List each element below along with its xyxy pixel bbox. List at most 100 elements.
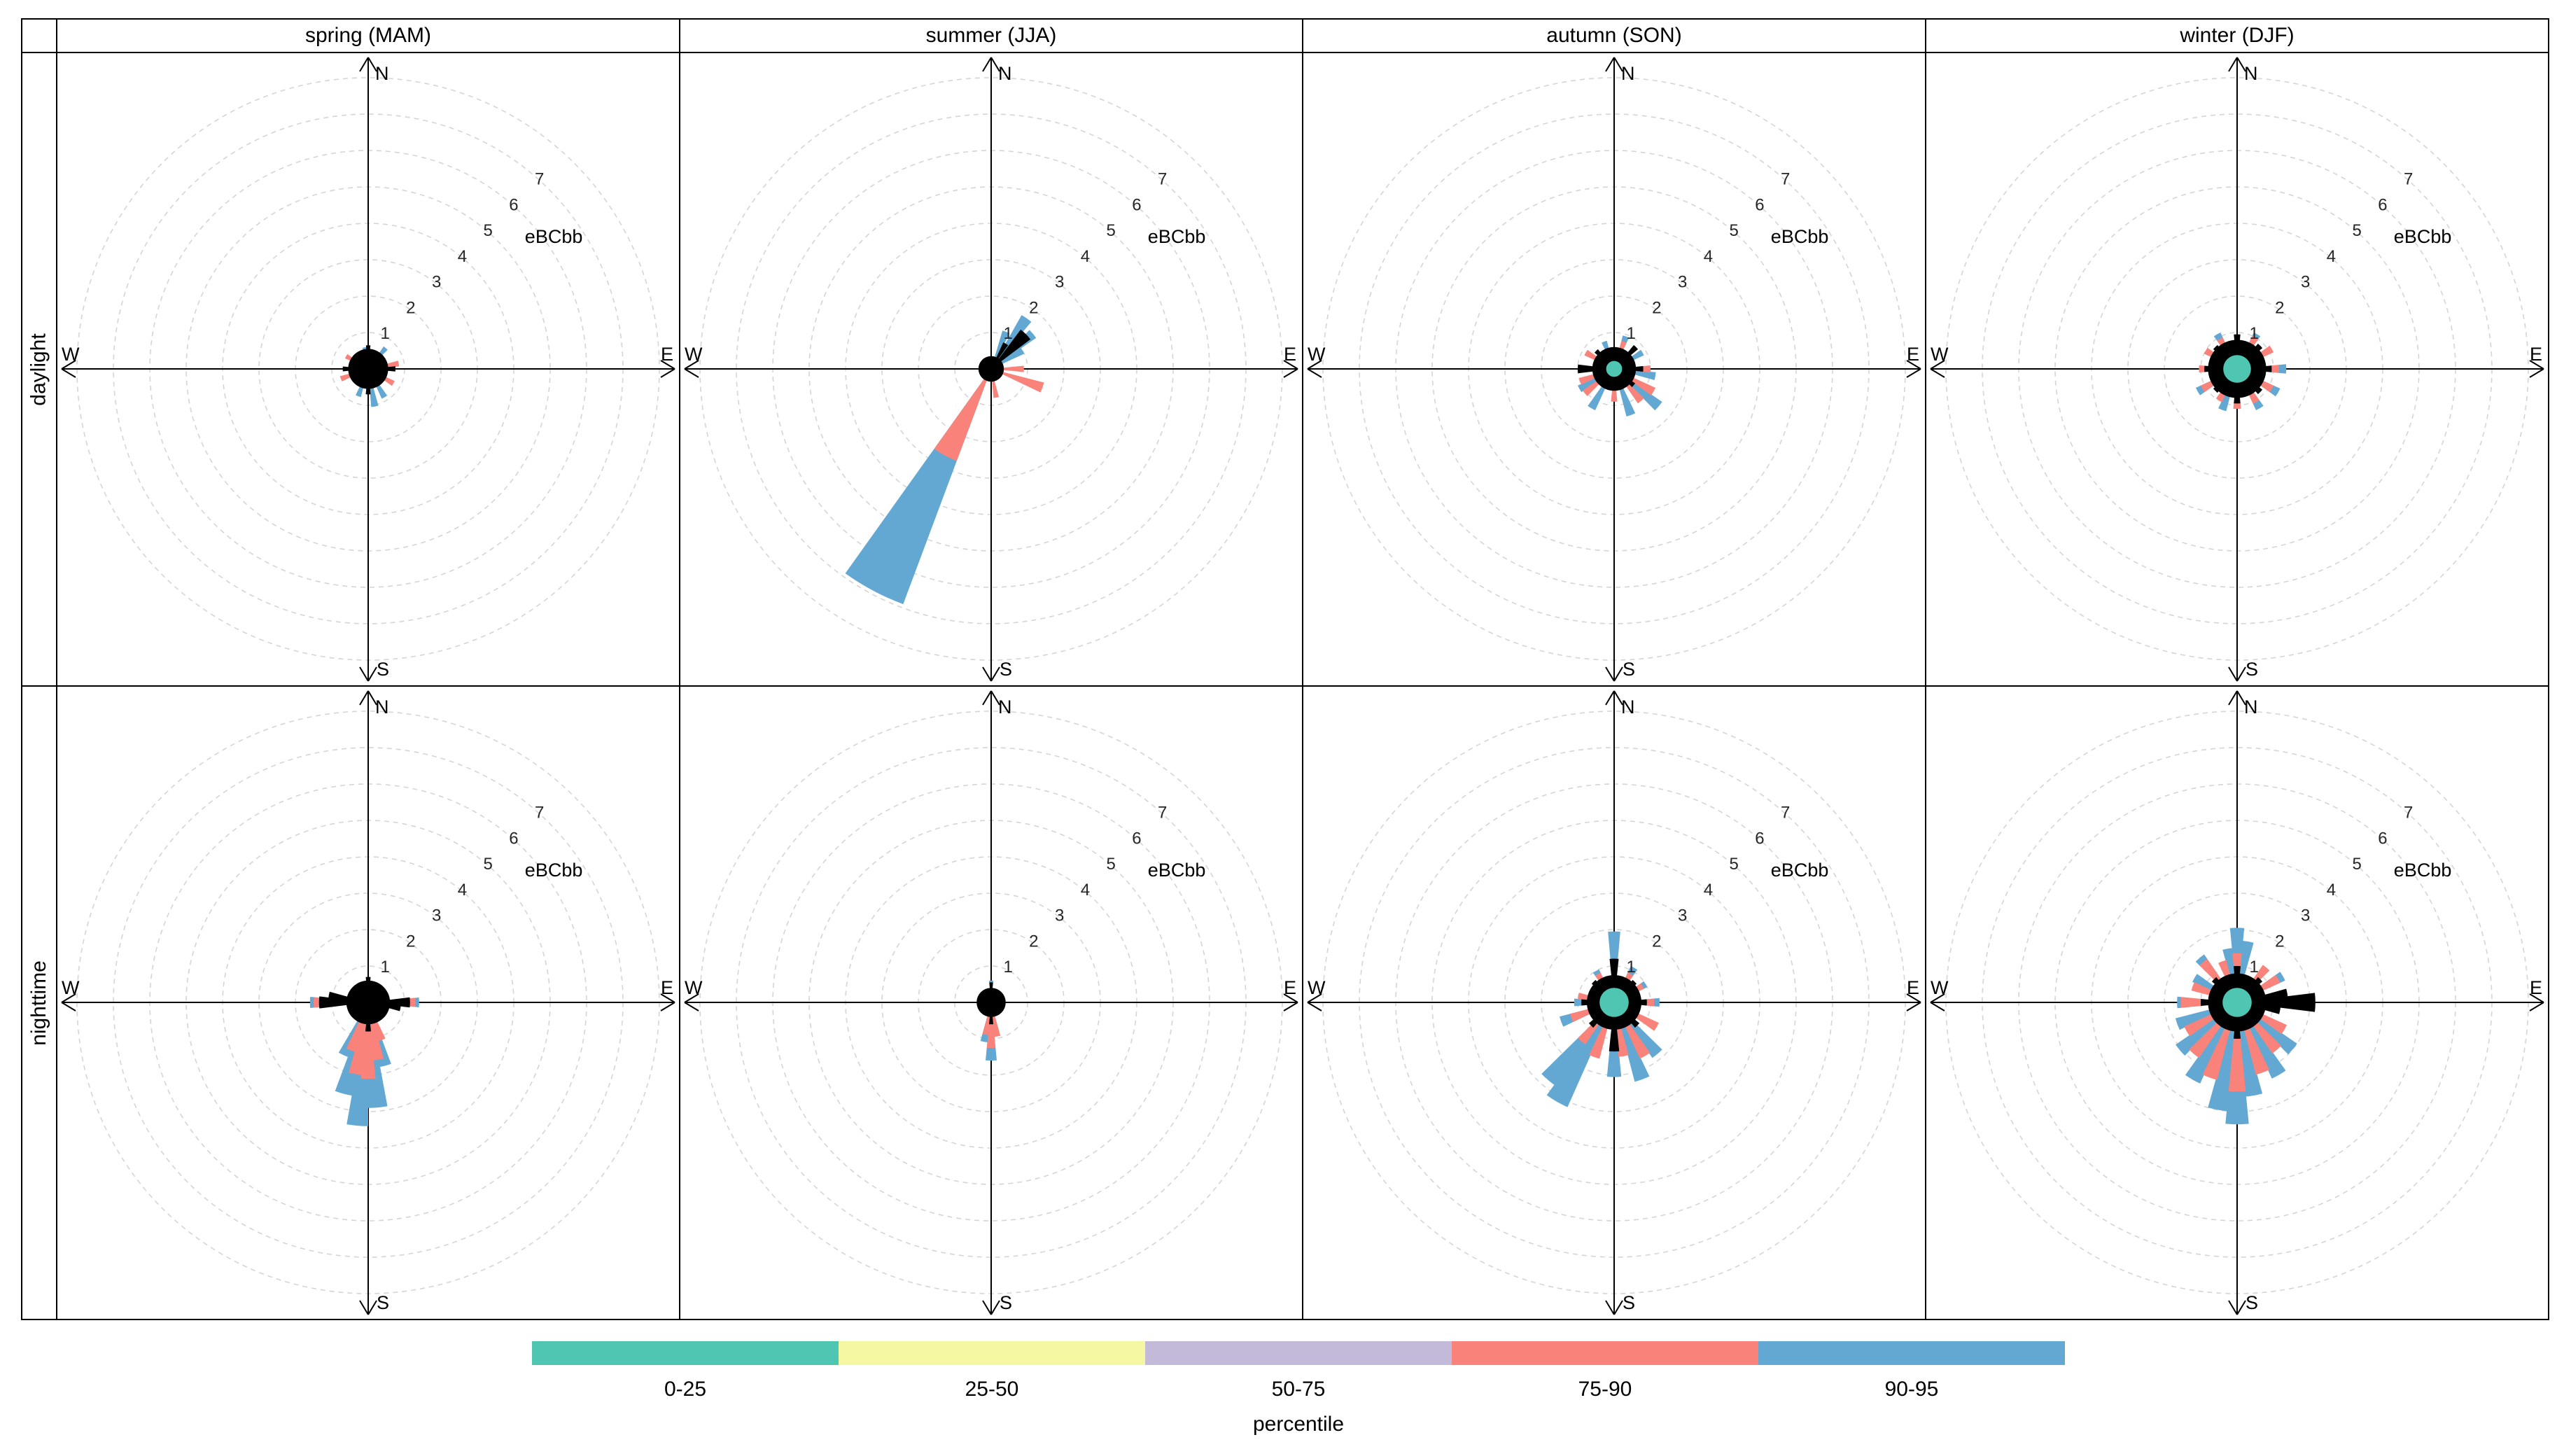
svg-text:S: S [1000, 1292, 1012, 1313]
svg-text:7: 7 [535, 804, 544, 822]
svg-text:3: 3 [1055, 273, 1064, 292]
svg-text:1: 1 [380, 958, 389, 976]
legend: 0-25 25-50 50-75 75-90 90-95 percentile [532, 1341, 2065, 1436]
svg-text:S: S [377, 659, 389, 680]
trellis-grid: spring (MAM) summer (JJA) autumn (SON) w… [21, 18, 2549, 1320]
svg-text:5: 5 [2352, 855, 2361, 874]
svg-text:1: 1 [1626, 324, 1635, 343]
legend-label-75-90: 75-90 [1578, 1378, 1632, 1401]
panel-daylight-autumn: 1 2 3 4 5 6 7 eBCbb N E S W [1303, 53, 1926, 687]
svg-text:W: W [1931, 344, 1949, 365]
strip-spring: spring (MAM) [57, 20, 680, 53]
svg-text:W: W [1931, 977, 1949, 998]
svg-text:S: S [377, 1292, 389, 1313]
svg-text:3: 3 [1055, 906, 1064, 925]
svg-text:E: E [1907, 977, 1919, 998]
svg-text:2: 2 [406, 932, 415, 951]
svg-text:S: S [1623, 659, 1635, 680]
svg-text:2: 2 [1029, 299, 1038, 318]
svg-text:S: S [1000, 659, 1012, 680]
svg-text:6: 6 [509, 195, 518, 214]
svg-text:N: N [1621, 63, 1635, 84]
svg-text:1: 1 [2249, 324, 2258, 343]
svg-text:5: 5 [1106, 221, 1115, 240]
svg-text:4: 4 [1704, 881, 1713, 899]
svg-text:1: 1 [1003, 958, 1012, 976]
legend-labels: 0-25 25-50 50-75 75-90 90-95 [532, 1378, 2065, 1401]
svg-text:N: N [2244, 696, 2258, 718]
svg-text:E: E [1284, 344, 1296, 365]
svg-text:2: 2 [406, 299, 415, 318]
legend-bar [532, 1341, 2065, 1365]
svg-text:2: 2 [1652, 932, 1661, 951]
svg-text:N: N [375, 63, 389, 84]
svg-text:eBCbb: eBCbb [1148, 226, 1206, 247]
panel-daylight-summer: 1 2 3 4 5 6 7 eBCbb N E S W [680, 53, 1303, 687]
svg-text:6: 6 [1755, 195, 1764, 214]
svg-text:eBCbb: eBCbb [525, 226, 583, 247]
svg-text:1: 1 [380, 324, 389, 343]
legend-swatch-75-90 [1452, 1341, 1758, 1365]
svg-text:E: E [661, 977, 673, 998]
svg-text:4: 4 [1704, 247, 1713, 266]
svg-text:eBCbb: eBCbb [1771, 860, 1829, 881]
svg-text:2: 2 [1652, 299, 1661, 318]
svg-text:7: 7 [1158, 804, 1167, 822]
strip-nighttime-label: nighttime [27, 960, 51, 1046]
svg-text:7: 7 [2404, 804, 2413, 822]
strip-nighttime: nighttime [22, 687, 57, 1320]
svg-text:N: N [375, 696, 389, 718]
svg-text:E: E [1284, 977, 1296, 998]
svg-text:3: 3 [2301, 273, 2310, 292]
svg-text:4: 4 [2327, 247, 2336, 266]
svg-text:6: 6 [2378, 829, 2387, 848]
svg-text:eBCbb: eBCbb [2394, 860, 2452, 881]
strip-winter: winter (DJF) [1926, 20, 2549, 53]
panel-nighttime-spring: 1 2 3 4 5 6 7 eBCbb N E S W [57, 687, 680, 1320]
svg-text:S: S [1623, 1292, 1635, 1313]
panel-nighttime-summer: 1 2 3 4 5 6 7 eBCbb N E S W [680, 687, 1303, 1320]
svg-text:W: W [1308, 977, 1326, 998]
svg-text:6: 6 [1755, 829, 1764, 848]
svg-text:S: S [2246, 1292, 2258, 1313]
svg-text:7: 7 [1781, 170, 1790, 189]
svg-text:7: 7 [1158, 170, 1167, 189]
legend-swatch-50-75 [1145, 1341, 1452, 1365]
svg-text:5: 5 [1729, 855, 1738, 874]
svg-text:3: 3 [2301, 906, 2310, 925]
svg-text:W: W [1308, 344, 1326, 365]
svg-text:W: W [62, 344, 80, 365]
strip-autumn: autumn (SON) [1303, 20, 1926, 53]
svg-text:N: N [2244, 63, 2258, 84]
svg-text:5: 5 [2352, 221, 2361, 240]
svg-text:1: 1 [2249, 958, 2258, 976]
svg-text:6: 6 [1132, 829, 1141, 848]
svg-text:W: W [685, 977, 703, 998]
svg-text:7: 7 [1781, 804, 1790, 822]
svg-text:4: 4 [458, 247, 467, 266]
svg-text:6: 6 [509, 829, 518, 848]
strip-winter-label: winter (DJF) [2180, 24, 2295, 47]
svg-text:2: 2 [2275, 299, 2284, 318]
svg-text:5: 5 [1106, 855, 1115, 874]
svg-text:2: 2 [2275, 932, 2284, 951]
corner-cell [22, 20, 57, 53]
svg-text:1: 1 [1626, 958, 1635, 976]
strip-summer: summer (JJA) [680, 20, 1303, 53]
legend-swatch-90-95 [1758, 1341, 2065, 1365]
svg-text:W: W [685, 344, 703, 365]
svg-text:N: N [998, 63, 1012, 84]
legend-label-0-25: 0-25 [664, 1378, 707, 1401]
svg-text:eBCbb: eBCbb [2394, 226, 2452, 247]
svg-text:3: 3 [1678, 273, 1687, 292]
svg-text:S: S [2246, 659, 2258, 680]
svg-text:N: N [998, 696, 1012, 718]
svg-text:3: 3 [1678, 906, 1687, 925]
strip-autumn-label: autumn (SON) [1546, 24, 1682, 47]
